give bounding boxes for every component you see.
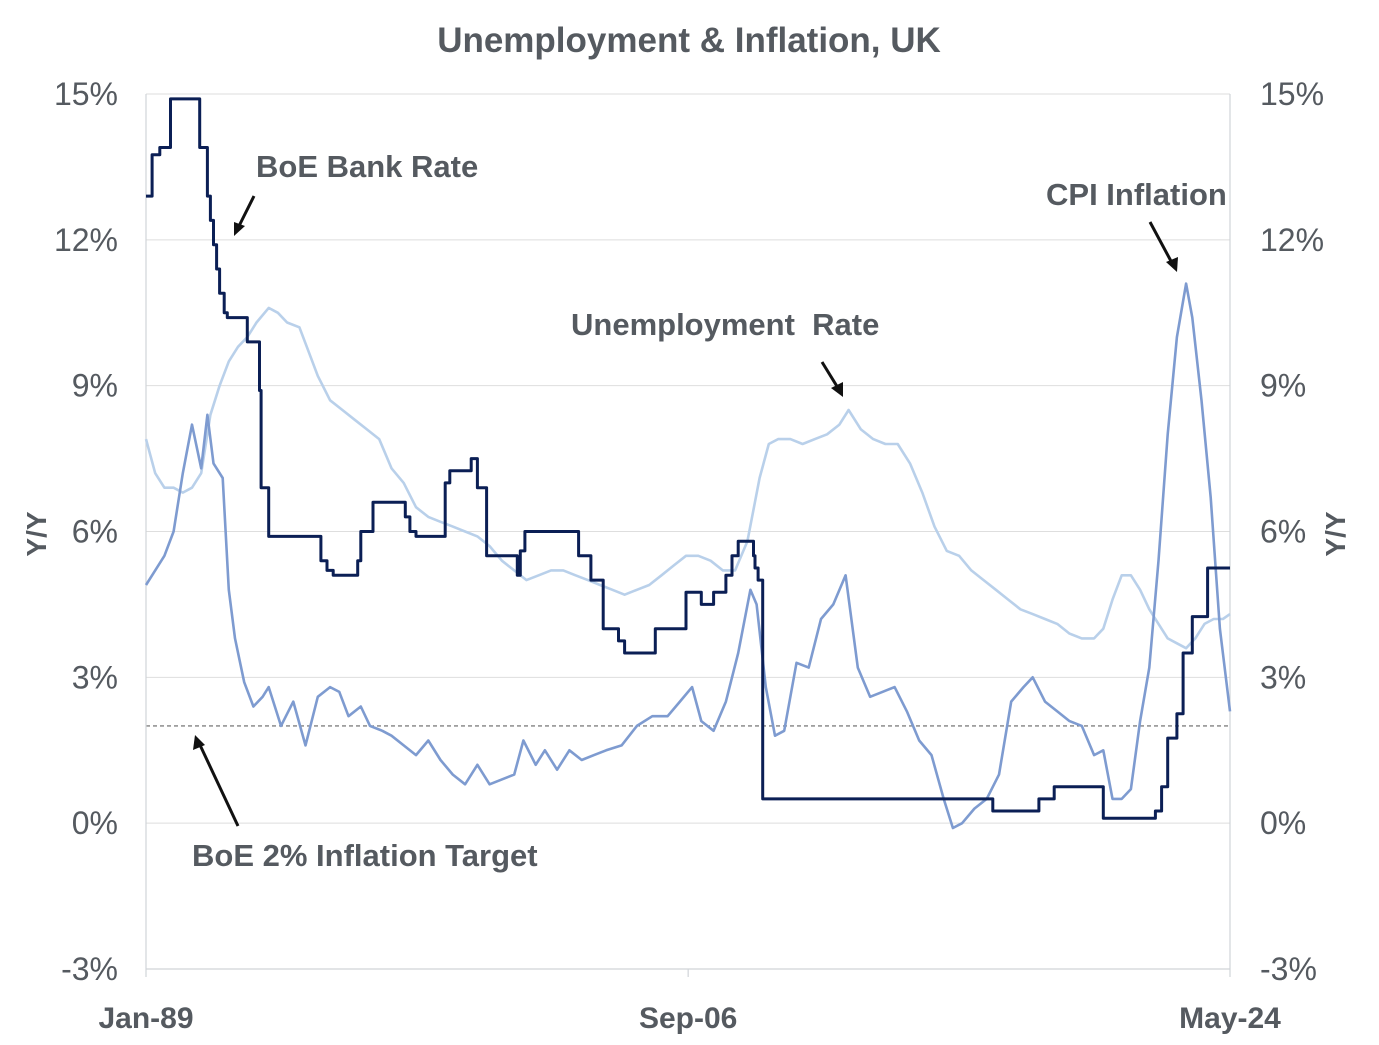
y-tick-label-left: 15% [54,76,118,112]
arrowhead-unemployment-rate [831,382,843,397]
annotation-cpi-inflation: CPI Inflation [1046,177,1227,212]
arrowhead-inflation-target [193,735,205,750]
series-line-unemployment-rate [144,306,1231,650]
y-tick-label-right: 0% [1260,805,1306,841]
chart-title: Unemployment & Inflation, UK [437,21,941,60]
y-tick-label-right: 12% [1260,222,1324,258]
arrowhead-bank-rate [234,222,245,236]
arrow-inflation-target [198,744,240,827]
arrowhead-cpi-inflation [1166,257,1178,272]
arrow-cpi-inflation [1148,221,1174,264]
y-tick-label-left: 6% [72,514,118,550]
x-tick-label: Jan-89 [98,1002,193,1035]
y-tick-label-left: 12% [54,222,118,258]
annotation-inflation-target: BoE 2% Inflation Target [192,838,538,873]
y-tick-label-left: 3% [72,659,118,695]
y-tick-label-left: 0% [72,805,118,841]
y-tick-label-right: 3% [1260,659,1306,695]
annotation-unemployment-rate: Unemployment Rate [571,307,879,342]
series-line-boe-bank-rate [146,97,1230,820]
y-tick-label-right: 15% [1260,76,1324,112]
arrow-unemployment-rate [820,361,840,389]
y-tick-label-right: 9% [1260,368,1306,404]
series-lines [144,97,1232,830]
x-axis: Jan-89 Sep-06 May-24 [98,1002,1281,1035]
x-tick-label: May-24 [1179,1002,1281,1035]
y-tick-label-right: 6% [1260,514,1306,550]
y-axis-right-label: Y/Y [1320,511,1351,556]
y-axis-left: 15% 12% 9% 6% 3% 0% -3% [54,76,118,987]
axes [145,94,1231,977]
y-tick-label-left: -3% [61,951,118,987]
arrow-bank-rate [236,195,256,229]
annotation-bank-rate: BoE Bank Rate [256,149,478,184]
x-tick-label: Sep-06 [639,1002,737,1035]
series-line-cpi-inflation [144,282,1232,830]
y-axis-right: 15% 12% 9% 6% 3% 0% -3% [1260,76,1324,987]
y-axis-left-label: Y/Y [21,511,52,556]
y-tick-label-right: -3% [1260,951,1317,987]
y-tick-label-left: 9% [72,368,118,404]
